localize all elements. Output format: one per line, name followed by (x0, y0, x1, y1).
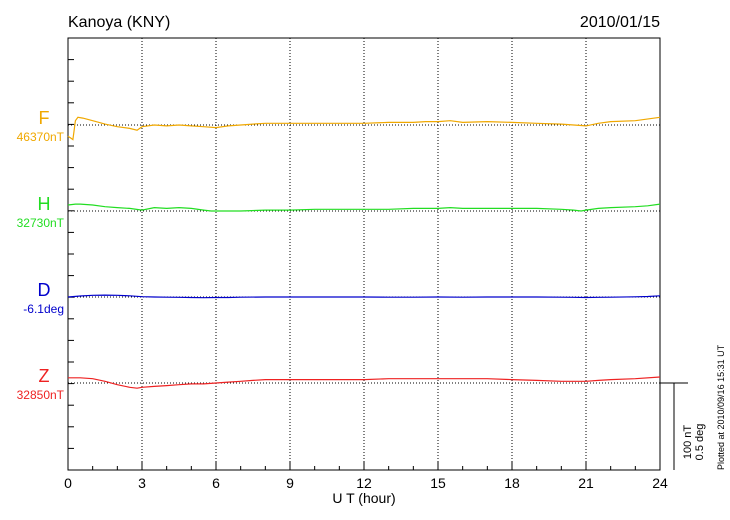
x-tick-label-15: 15 (430, 475, 446, 491)
component-labels: F 46370nT H 32730nT D -6.1deg Z 32850nT (17, 108, 65, 402)
baseline-label-Z: 32850nT (17, 388, 65, 402)
component-letter-F: F (39, 108, 50, 128)
series-line-D (67, 294, 661, 299)
x-tick-label-24: 24 (652, 475, 668, 491)
x-tick-label-21: 21 (578, 475, 594, 491)
scale-bar: 100 nT 0.5 deg (660, 382, 706, 470)
left-minor-ticks (68, 59, 74, 449)
x-tick-label-18: 18 (504, 475, 520, 491)
chart-title: Kanoya (KNY) (68, 14, 170, 31)
scale-bar-nt-label: 100 nT (682, 425, 694, 460)
series-line-H (67, 203, 661, 212)
x-tick-label-3: 3 (138, 475, 146, 491)
baseline-label-D: -6.1deg (23, 302, 64, 316)
series-line-F (67, 116, 661, 141)
series-lines (67, 116, 661, 389)
x-axis: 0 3 6 9 12 15 18 21 24 (64, 462, 668, 491)
baseline-label-H: 32730nT (17, 216, 65, 230)
baseline-label-F: 46370nT (17, 130, 65, 144)
chart-date: 2010/01/15 (580, 14, 660, 31)
scale-bar-deg-label: 0.5 deg (694, 424, 706, 461)
series-line-Z (68, 376, 661, 389)
component-letter-Z: Z (39, 366, 50, 386)
x-tick-label-6: 6 (212, 475, 220, 491)
x-tick-label-9: 9 (286, 475, 294, 491)
x-tick-label-0: 0 (64, 475, 72, 491)
grid-lines (141, 38, 587, 470)
plotted-timestamp: Plotted at 2010/09/16 15:31 UT (716, 344, 726, 470)
component-letter-H: H (38, 194, 51, 214)
component-letter-D: D (38, 280, 51, 300)
x-tick-label-12: 12 (356, 475, 372, 491)
x-axis-label: U T (hour) (332, 490, 395, 506)
